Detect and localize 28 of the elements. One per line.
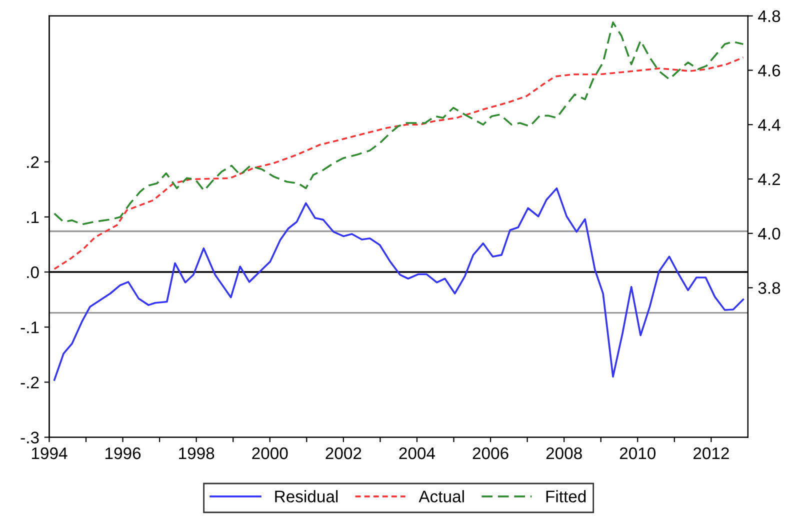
legend-label: Residual xyxy=(275,490,338,502)
x-tick-label: 2008 xyxy=(546,447,582,460)
legend-label: Actual xyxy=(418,490,464,502)
y-tick-label: -.1 xyxy=(20,322,39,334)
line-series xyxy=(53,22,744,226)
x-tick-label: 2000 xyxy=(252,447,288,460)
y-tick-label: -.3 xyxy=(20,432,39,444)
line-series xyxy=(53,187,744,381)
x-tick-label: 1998 xyxy=(179,447,214,460)
x-tick-label: 2006 xyxy=(472,447,508,460)
y2-tick-label: 4.4 xyxy=(758,119,780,131)
x-tick-label: 1994 xyxy=(32,447,68,460)
y2-tick-label: 4.8 xyxy=(758,10,780,22)
y-tick-label: -.2 xyxy=(20,376,39,388)
y2-tick-label: 3.8 xyxy=(758,282,780,294)
line-series xyxy=(53,56,744,270)
x-tick-label: 2012 xyxy=(693,447,729,460)
y-tick-label: .0 xyxy=(27,266,39,278)
y-tick-label: .1 xyxy=(27,212,39,223)
legend-label: Fitted xyxy=(546,490,586,502)
x-tick-label: 2004 xyxy=(399,447,436,460)
x-tick-label: 1996 xyxy=(106,447,141,460)
x-tick-label: 2010 xyxy=(620,447,656,460)
y2-tick-label: 4.6 xyxy=(758,64,780,76)
x-tick-label: 2002 xyxy=(326,447,362,460)
y2-tick-label: 4.0 xyxy=(758,228,780,240)
y-tick-label: .2 xyxy=(27,156,39,168)
y2-tick-label: 4.2 xyxy=(758,173,780,186)
